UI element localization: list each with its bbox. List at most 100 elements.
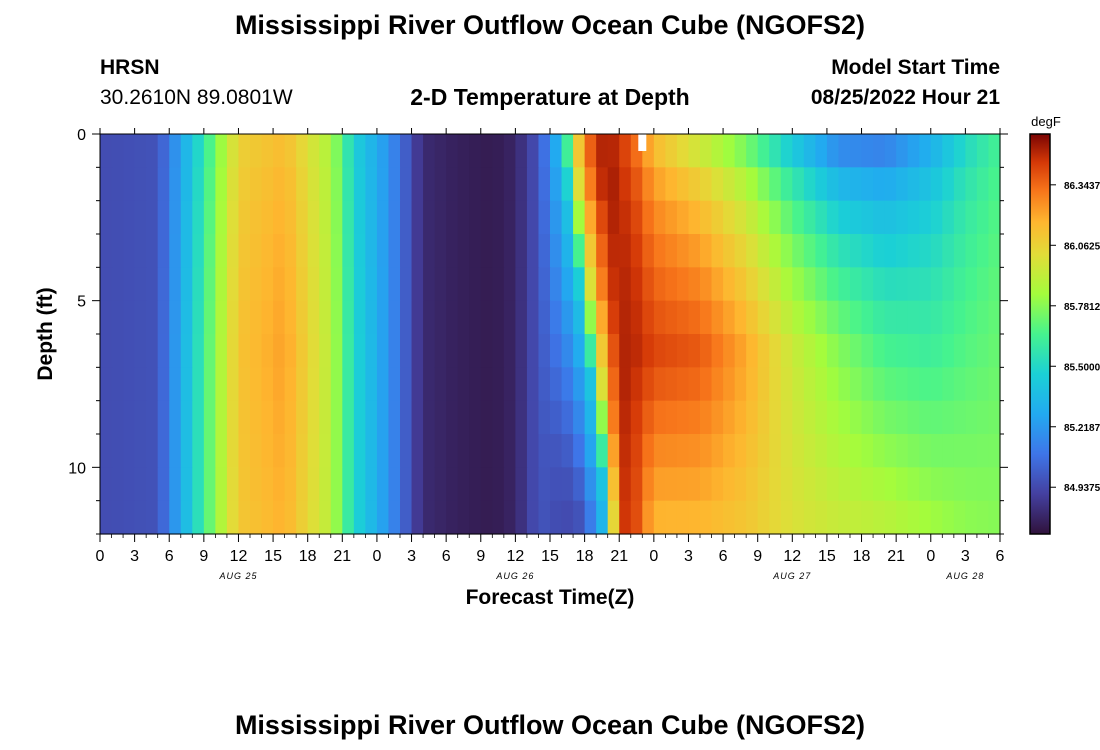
heatmap-cell <box>342 334 355 368</box>
heatmap-cell <box>123 367 136 402</box>
heatmap-cell <box>665 167 678 202</box>
x-tick-label: 6 <box>996 548 1005 565</box>
heatmap-cell <box>238 434 251 468</box>
heatmap-cell <box>873 167 886 202</box>
heatmap-cell <box>665 300 678 335</box>
heatmap-cell <box>907 367 920 402</box>
heatmap-cell <box>988 300 1001 335</box>
heatmap-cell <box>157 200 170 235</box>
heatmap-cell <box>653 234 666 268</box>
heatmap-cell <box>746 334 759 368</box>
heatmap-cell <box>400 500 413 535</box>
heatmap-cell <box>976 234 990 268</box>
heatmap-cell <box>134 500 147 535</box>
heatmap-cell <box>480 167 493 202</box>
heatmap-cell <box>192 334 205 368</box>
heatmap-cell <box>550 134 563 168</box>
heatmap-cell <box>630 500 643 535</box>
heatmap-cell <box>838 467 851 502</box>
heatmap-cell <box>550 434 563 468</box>
heatmap-cell <box>503 367 516 402</box>
heatmap-cell <box>146 167 159 202</box>
heatmap-cell <box>157 267 170 302</box>
heatmap-cell <box>169 167 182 202</box>
heatmap-cell <box>838 367 851 402</box>
heatmap-cell <box>757 434 770 468</box>
heatmap-cell <box>180 300 193 335</box>
heatmap-cell <box>123 334 136 368</box>
heatmap-cell <box>226 400 240 435</box>
heatmap-cell <box>942 500 955 535</box>
heatmap-cell <box>711 267 724 302</box>
heatmap-cell <box>180 234 193 268</box>
heatmap-cell <box>365 234 378 268</box>
heatmap-cell <box>469 400 482 435</box>
x-tick-label: 9 <box>753 548 762 565</box>
heatmap-cell <box>192 134 205 168</box>
heatmap-cell <box>469 367 482 402</box>
heatmap-cell <box>734 334 747 368</box>
heatmap-cell <box>838 267 851 302</box>
heatmap-cell <box>792 500 805 535</box>
heatmap-cell <box>123 500 136 535</box>
heatmap-cell <box>873 200 886 235</box>
heatmap-cell <box>884 234 897 268</box>
heatmap-cell <box>596 467 609 502</box>
heatmap-cell <box>896 367 909 402</box>
heatmap-cell <box>330 167 343 202</box>
heatmap-cell <box>792 334 805 368</box>
heatmap-cell <box>446 467 459 502</box>
heatmap-cell <box>123 434 136 468</box>
heatmap-cell <box>723 367 736 402</box>
heatmap-cell <box>988 400 1001 435</box>
heatmap-cell <box>469 234 482 268</box>
heatmap-cell <box>400 134 413 168</box>
heatmap-cell <box>676 200 690 235</box>
heatmap-cell <box>930 400 943 435</box>
heatmap-cell <box>434 134 447 168</box>
heatmap-cell <box>965 267 978 302</box>
heatmap-cell <box>434 367 447 402</box>
heatmap-cell <box>515 367 528 402</box>
heatmap-cell <box>250 167 263 202</box>
heatmap-cell <box>976 367 990 402</box>
heatmap-cell <box>676 400 690 435</box>
heatmap-cell <box>734 200 747 235</box>
x-tick-label: 21 <box>887 548 905 565</box>
chart-title: Mississippi River Outflow Ocean Cube (NG… <box>234 10 866 40</box>
heatmap-cell <box>469 167 482 202</box>
heatmap-cell <box>250 500 263 535</box>
heatmap-cell <box>526 467 540 502</box>
heatmap-cell <box>480 500 493 535</box>
heatmap-cell <box>769 200 782 235</box>
heatmap-cell <box>965 334 978 368</box>
heatmap-cell <box>676 134 690 168</box>
heatmap-cell <box>215 400 228 435</box>
heatmap-cell <box>411 367 424 402</box>
heatmap-cell <box>330 434 343 468</box>
x-tick-label: 21 <box>610 548 628 565</box>
heatmap-cell <box>700 234 713 268</box>
heatmap-cell <box>884 500 897 535</box>
heatmap-cell <box>930 300 943 335</box>
heatmap-cell <box>584 467 597 502</box>
x-tick-label: 3 <box>407 548 416 565</box>
heatmap-cell <box>700 200 713 235</box>
heatmap-cell <box>388 467 401 502</box>
heatmap-cell <box>423 267 436 302</box>
heatmap-cell <box>192 367 205 402</box>
heatmap-cell <box>803 234 816 268</box>
heatmap-cell <box>261 234 274 268</box>
heatmap-cell <box>907 467 920 502</box>
heatmap-cell <box>896 467 909 502</box>
heatmap-cell <box>815 334 828 368</box>
heatmap-cell <box>803 267 816 302</box>
heatmap-cell <box>503 134 516 168</box>
heatmap-cell <box>700 334 713 368</box>
heatmap-cell <box>642 400 655 435</box>
heatmap-cell <box>919 300 932 335</box>
heatmap-cell <box>192 500 205 535</box>
heatmap-cell <box>642 234 655 268</box>
heatmap-cell <box>400 300 413 335</box>
heatmap-cell <box>896 200 909 235</box>
